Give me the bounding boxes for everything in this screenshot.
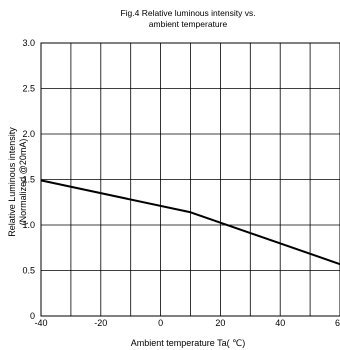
chart-title-line-2: ambient temperature (149, 19, 228, 29)
x-tick-label: 60 (335, 318, 340, 328)
y-axis-ticks: 0 0.5 1.0 1.5 2.0 2.5 3.0 (22, 38, 35, 321)
y-axis-label: Relative Luminous intensity (Normalized … (7, 127, 28, 237)
x-tick-label: 20 (215, 318, 225, 328)
x-tick-label: 40 (275, 318, 285, 328)
y-tick-label: 0 (30, 311, 35, 321)
y-tick-label: 3.0 (22, 38, 35, 48)
chart-title-line-1: Fig.4 Relative luminous intensity vs. (120, 8, 255, 18)
y-axis-label-line-1: Relative Luminous intensity (7, 127, 17, 237)
series-line (40, 179, 340, 266)
y-axis-label-line-2: (Normalized @20mA) (18, 139, 28, 226)
y-tick-label: 2.0 (22, 129, 35, 139)
plot-border (40, 42, 340, 317)
grid (40, 42, 340, 317)
y-tick-label: 1.0 (22, 220, 35, 230)
plot-frame (40, 42, 340, 317)
y-tick-label: 0.5 (22, 266, 35, 276)
y-tick-label: 2.5 (22, 84, 35, 94)
x-tick-label: -20 (94, 318, 107, 328)
x-axis-label: Ambient temperature Ta( ℃) (131, 338, 246, 348)
x-tick-label: 0 (158, 318, 163, 328)
series-group (40, 179, 340, 266)
y-tick-label: 1.5 (22, 175, 35, 185)
x-tick-label: -40 (34, 318, 47, 328)
chart-title: Fig.4 Relative luminous intensity vs. am… (120, 8, 255, 29)
x-axis-ticks: -40 -20 0 20 40 60 (34, 318, 340, 328)
